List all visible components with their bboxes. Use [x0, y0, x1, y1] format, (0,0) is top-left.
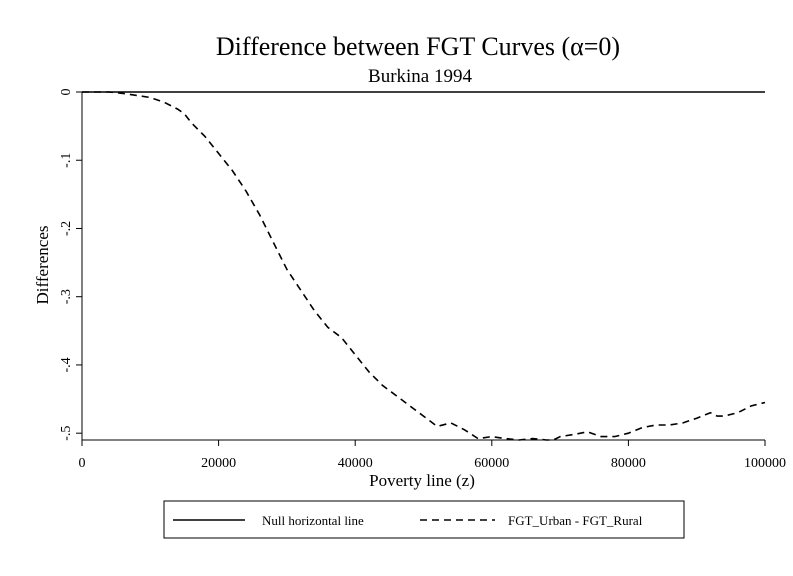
axes: 0 20000 40000 60000 80000 100000 0 -.1 -.2 -.3 -.4…: [59, 89, 786, 472]
x-tick-label: 60000: [474, 456, 509, 471]
legend: Null horizontal line FGT_Urban - FGT_Rur…: [163, 500, 685, 539]
x-tick-label: 20000: [201, 456, 236, 471]
y-tick-label: -.1: [59, 153, 74, 168]
legend-label-null-line: Null horizontal line: [262, 513, 364, 528]
y-axis-label: Differences: [33, 226, 52, 305]
x-tick-label: 0: [79, 456, 86, 471]
y-tick-label: 0: [59, 89, 74, 96]
series-fgt-difference: [82, 91, 766, 441]
chart-subtitle: Burkina 1994: [368, 66, 472, 87]
y-tick-label: -.2: [59, 221, 74, 236]
x-tick-label: 80000: [611, 456, 646, 471]
y-tick-label: -.5: [59, 426, 74, 441]
plot-area: [82, 91, 766, 441]
y-tick-label: -.3: [59, 289, 74, 304]
legend-label-fgt-diff: FGT_Urban - FGT_Rural: [508, 513, 643, 528]
y-tick-label: -.4: [59, 357, 74, 372]
x-axis-label: Poverty line (z): [369, 471, 475, 490]
x-tick-label: 40000: [338, 456, 373, 471]
chart-title: Difference between FGT Curves (α=0): [216, 32, 620, 61]
x-tick-label: 100000: [744, 456, 786, 471]
legend-box: [163, 500, 685, 539]
